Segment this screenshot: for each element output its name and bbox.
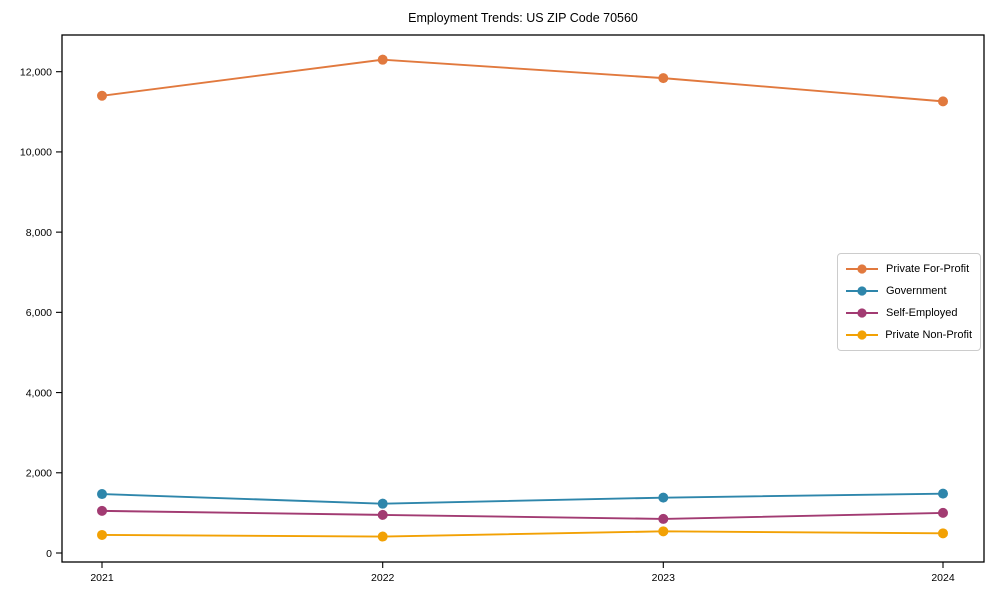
data-point-marker <box>97 529 107 540</box>
y-tick-label: 2,000 <box>26 468 52 480</box>
legend-marker-icon <box>846 330 878 340</box>
data-point-marker <box>97 505 107 516</box>
data-point-marker <box>658 73 669 84</box>
legend-label: Government <box>886 285 947 297</box>
series-line-self-employed <box>101 509 944 520</box>
data-point-marker <box>938 96 948 107</box>
data-point-marker <box>377 498 388 509</box>
legend-marker-icon <box>846 308 878 318</box>
x-tick-label: 2022 <box>371 572 395 584</box>
legend-dot <box>857 330 867 340</box>
legend-item: Self-Employed <box>845 304 972 322</box>
legend-label: Self-Employed <box>886 307 958 319</box>
x-tick-label: 2021 <box>90 572 114 584</box>
data-point-marker <box>97 90 107 101</box>
series-line-government <box>101 492 944 505</box>
y-tick-label: 4,000 <box>26 387 52 399</box>
y-tick-label: 8,000 <box>26 227 52 239</box>
legend-marker-icon <box>846 264 878 274</box>
data-point-marker <box>658 492 669 503</box>
data-point-marker <box>377 509 388 520</box>
data-point-marker <box>938 488 948 499</box>
data-point-marker <box>938 507 948 518</box>
y-tick-label: 6,000 <box>26 307 52 319</box>
data-point-marker <box>658 526 669 537</box>
y-tick-label: 12,000 <box>20 67 52 79</box>
data-point-marker <box>377 54 388 65</box>
legend-dot <box>857 308 867 318</box>
y-tick-label: 10,000 <box>20 147 52 159</box>
legend: Private For-Profit Government Self-Employe… <box>837 253 981 351</box>
legend-item: Government <box>845 282 972 300</box>
axes-spines <box>61 34 985 563</box>
series-line-private-for-profit <box>101 58 944 103</box>
legend-label: Private Non-Profit <box>885 329 972 341</box>
series-line-private-non-profit <box>101 530 944 538</box>
legend-item: Private Non-Profit <box>845 326 972 344</box>
legend-item: Private For-Profit <box>845 260 972 278</box>
data-point-marker <box>377 531 388 542</box>
x-tick-label: 2023 <box>652 572 676 584</box>
legend-dot <box>857 286 867 296</box>
y-tick-label: 0 <box>46 548 52 560</box>
legend-label: Private For-Profit <box>886 263 970 275</box>
chart-title: Employment Trends: US ZIP Code 70560 <box>408 11 638 25</box>
x-tick-label: 2024 <box>931 572 955 584</box>
data-point-marker <box>658 513 669 524</box>
legend-marker-icon <box>846 286 878 296</box>
data-point-marker <box>97 489 107 500</box>
data-point-marker <box>938 528 948 539</box>
legend-dot <box>857 264 867 274</box>
